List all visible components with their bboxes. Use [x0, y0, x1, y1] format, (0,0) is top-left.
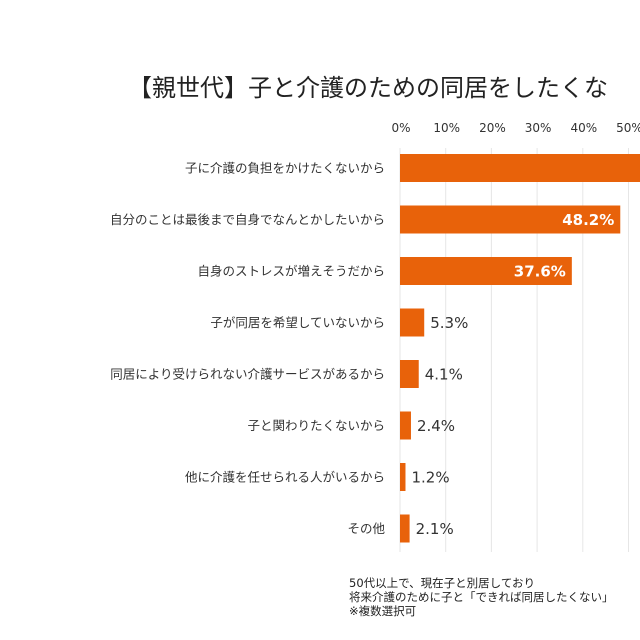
chart-note: 50代以上で、現在子と別居しており 将来介護のために子と「できれば同居したくない」…	[349, 576, 614, 618]
data-label: 48.2%	[562, 211, 614, 229]
data-label: 5.3%	[430, 314, 468, 332]
note-line-1: 50代以上で、現在子と別居しており	[349, 576, 535, 590]
chart-title: 【親世代】子と介護のための同居をしたくな	[128, 74, 608, 102]
category-label: 子に介護の負担をかけたくないから	[185, 161, 385, 176]
data-label: 1.2%	[411, 469, 449, 487]
category-label: 他に介護を任せられる人がいるから	[185, 470, 385, 485]
bar	[400, 205, 621, 234]
data-label: 2.4%	[417, 417, 455, 435]
x-tick-label: 50%	[616, 121, 640, 135]
category-label: 自分のことは最後まで自身でなんとかしたいから	[110, 212, 385, 227]
bar	[400, 514, 410, 543]
x-tick-label: 30%	[525, 121, 552, 135]
x-tick-label: 0%	[391, 121, 410, 135]
note-line-2: 将来介護のために子と「できれば同居したくない」	[349, 590, 614, 604]
bar	[400, 257, 572, 285]
data-label: 4.1%	[425, 366, 463, 384]
x-tick-label: 40%	[570, 121, 597, 135]
category-label: 同居により受けられない介護サービスがあるから	[110, 367, 385, 382]
data-label: 37.6%	[514, 263, 566, 281]
bar	[400, 154, 640, 182]
bar	[400, 463, 406, 491]
note-line-3: ※複数選択可	[349, 604, 417, 618]
category-label: 子と関わりたくないから	[247, 418, 385, 433]
x-tick-label: 10%	[433, 121, 460, 135]
x-tick-label: 20%	[479, 121, 506, 135]
category-label: その他	[347, 521, 385, 536]
bar	[400, 308, 425, 337]
bar	[400, 411, 411, 440]
category-label: 自身のストレスが増えそうだから	[197, 264, 385, 279]
category-label: 子が同居を希望していないから	[210, 315, 385, 330]
bar	[400, 360, 419, 388]
data-label: 2.1%	[416, 520, 454, 538]
